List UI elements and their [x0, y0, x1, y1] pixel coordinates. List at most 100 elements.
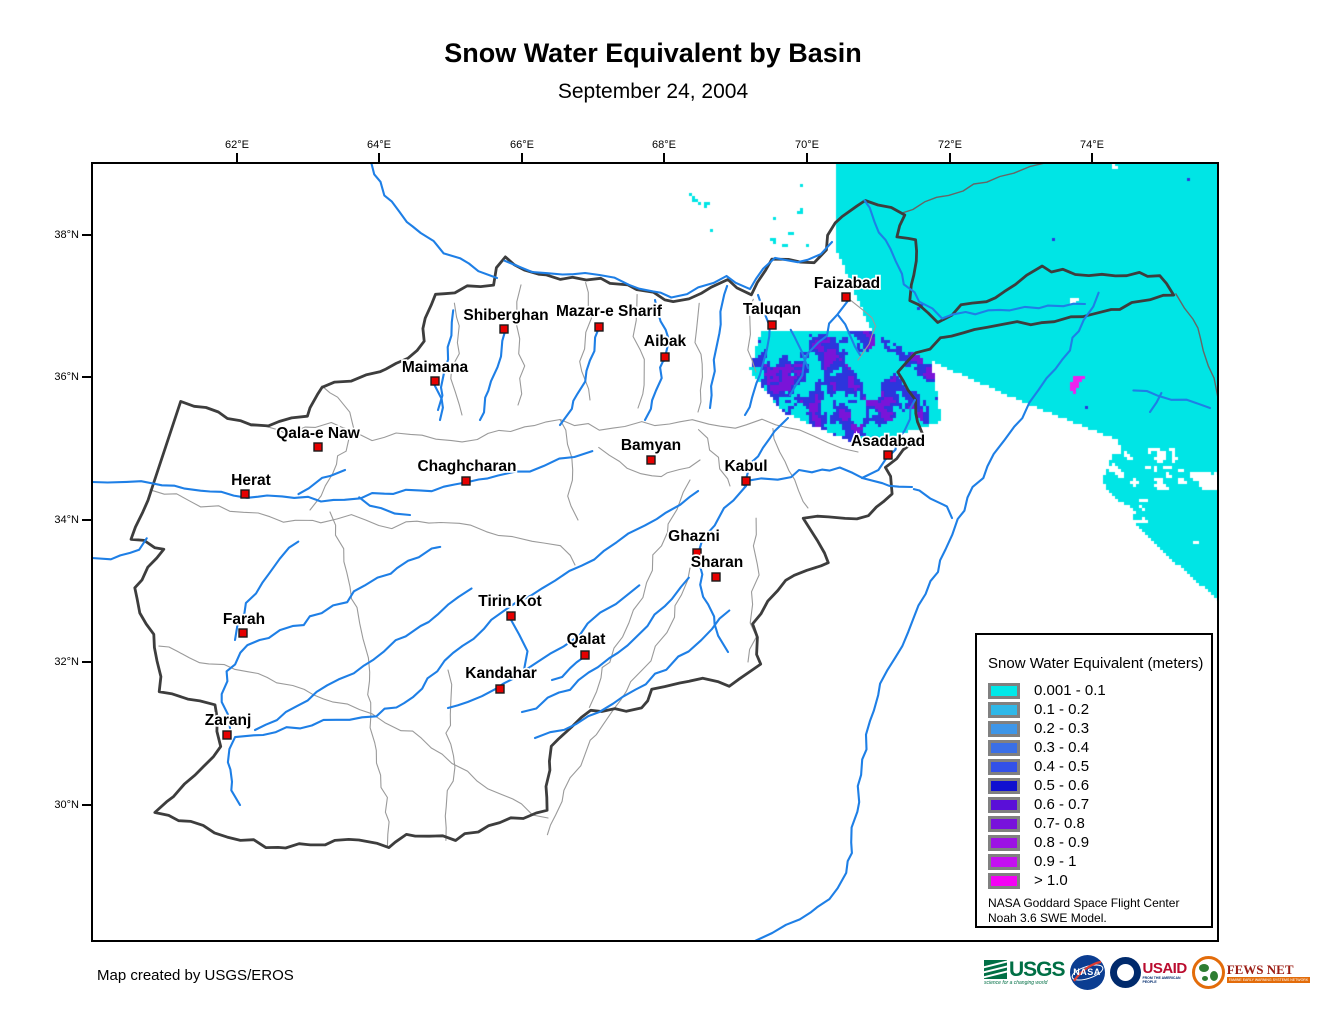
city-marker [222, 730, 232, 740]
city-label: Sharan [691, 554, 744, 571]
top-axis-tick [1091, 153, 1093, 162]
city-marker [841, 292, 851, 302]
fewsnet-tagline: FAMINE EARLY WARNING SYSTEMS NETWORK [1226, 976, 1311, 983]
legend-swatch [988, 777, 1020, 794]
top-axis-label: 72°E [938, 139, 962, 151]
legend-item: 0.4 - 0.5 [988, 757, 1211, 776]
fewsnet-wordmark: FEWS NET [1226, 961, 1294, 977]
city-herat: Herat [229, 470, 273, 499]
city-label: Taluqan [743, 301, 801, 318]
top-axis-tick [806, 153, 808, 162]
top-axis-label: 62°E [225, 139, 249, 151]
legend-item-label: 0.7- 0.8 [1034, 815, 1085, 832]
legend-swatch [988, 872, 1020, 889]
river-line [653, 298, 671, 362]
basin-boundary-line [697, 429, 731, 487]
map-date-subtitle: September 24, 2004 [557, 80, 749, 103]
legend-box: Snow Water Equivalent (meters) 0.001 - 0… [975, 633, 1213, 928]
city-marker [646, 455, 656, 465]
river-line [837, 314, 862, 357]
basin-boundary-line [515, 284, 526, 406]
top-axis-tick [949, 153, 951, 162]
top-axis-label: 70°E [795, 139, 819, 151]
top-axis-label: 66°E [510, 139, 534, 151]
usgs-tagline: science for a changing world [984, 979, 1048, 986]
river-line [436, 309, 455, 412]
left-axis-label: 30°N [54, 799, 79, 811]
legend-item-label: 0.2 - 0.3 [1034, 720, 1090, 737]
city-tirin-kot: Tirin Kot [477, 591, 543, 621]
basin-boundary-line [158, 645, 549, 819]
nasa-wordmark: NASA [1073, 967, 1101, 977]
left-axis-tick [82, 519, 91, 521]
city-marker [580, 650, 590, 660]
basin-boundary-line [444, 669, 456, 841]
legend-swatch [988, 796, 1020, 813]
top-axis-tick [378, 153, 380, 162]
legend-item: 0.6 - 0.7 [988, 795, 1211, 814]
river-line [297, 468, 347, 496]
basin-boundary-line [329, 511, 390, 848]
external-border-line [1175, 293, 1218, 399]
river-line [558, 325, 601, 427]
river-line [226, 489, 700, 807]
river-line [253, 587, 473, 732]
city-marker [495, 684, 505, 694]
river-line [746, 466, 914, 489]
river-line [510, 619, 529, 672]
river-line [1132, 389, 1212, 410]
left-axis-tick [82, 661, 91, 663]
river-line [220, 545, 442, 730]
city-marker [499, 324, 509, 334]
river-line [788, 299, 850, 397]
legend-credit-line1: NASA Goddard Space Flight Center [988, 896, 1180, 910]
legend-title: Snow Water Equivalent (meters) [988, 655, 1204, 672]
legend-item: 0.8 - 0.9 [988, 833, 1211, 852]
usaid-tagline: FROM THE AMERICAN PEOPLE [1142, 975, 1181, 984]
river-line [503, 240, 834, 299]
left-axis-tick [82, 804, 91, 806]
basin-boundary-line [546, 567, 691, 836]
legend-swatch [988, 853, 1020, 870]
city-faizabad: Faizabad [812, 273, 882, 302]
legend-item: 0.2 - 0.3 [988, 719, 1211, 738]
legend-swatch [988, 815, 1020, 832]
legend-item-label: 0.5 - 0.6 [1034, 777, 1090, 794]
afghanistan-border [129, 199, 1176, 850]
left-axis-label: 34°N [54, 514, 79, 526]
legend-item-label: 0.001 - 0.1 [1034, 682, 1106, 699]
top-axis-label: 64°E [367, 139, 391, 151]
basin-boundary-line [694, 302, 703, 413]
legend-item-label: 0.8 - 0.9 [1034, 834, 1090, 851]
nasa-logo-icon: NASA [1069, 955, 1105, 990]
legend-swatch [988, 758, 1020, 775]
city-label: Herat [231, 472, 271, 489]
river-line [446, 584, 641, 710]
city-marker [594, 322, 604, 332]
river-line [358, 496, 412, 517]
usaid-logo: USAID FROM THE AMERICAN PEOPLE [1109, 957, 1187, 988]
river-line [478, 331, 506, 422]
left-axis-label: 32°N [54, 656, 79, 668]
map-area: Herat Qala-e Naw Maimana Shiberghan Mazar-e … [92, 163, 1218, 941]
top-axis-tick [236, 153, 238, 162]
fewsnet-globe-icon [1191, 956, 1225, 989]
city-label: Chaghcharan [417, 458, 516, 475]
legend-swatch [988, 720, 1020, 737]
city-kabul: Kabul [723, 456, 769, 486]
city-label: Qala-e Naw [276, 425, 361, 442]
river-line [860, 456, 888, 480]
left-axis-label: 36°N [54, 371, 79, 383]
top-axis-tick [663, 153, 665, 162]
top-axis-label: 74°E [1080, 139, 1104, 151]
basin-boundary-line [588, 479, 691, 708]
basin-boundary-line [149, 489, 576, 566]
fewsnet-logo: FEWS NET FAMINE EARLY WARNING SYSTEMS NE… [1191, 956, 1311, 989]
city-label: Ghazni [668, 528, 720, 545]
river-line [550, 655, 587, 682]
basin-boundary-line [747, 298, 757, 373]
river-line [743, 325, 771, 417]
river-line [520, 576, 690, 714]
legend-item-label: 0.4 - 0.5 [1034, 758, 1090, 775]
